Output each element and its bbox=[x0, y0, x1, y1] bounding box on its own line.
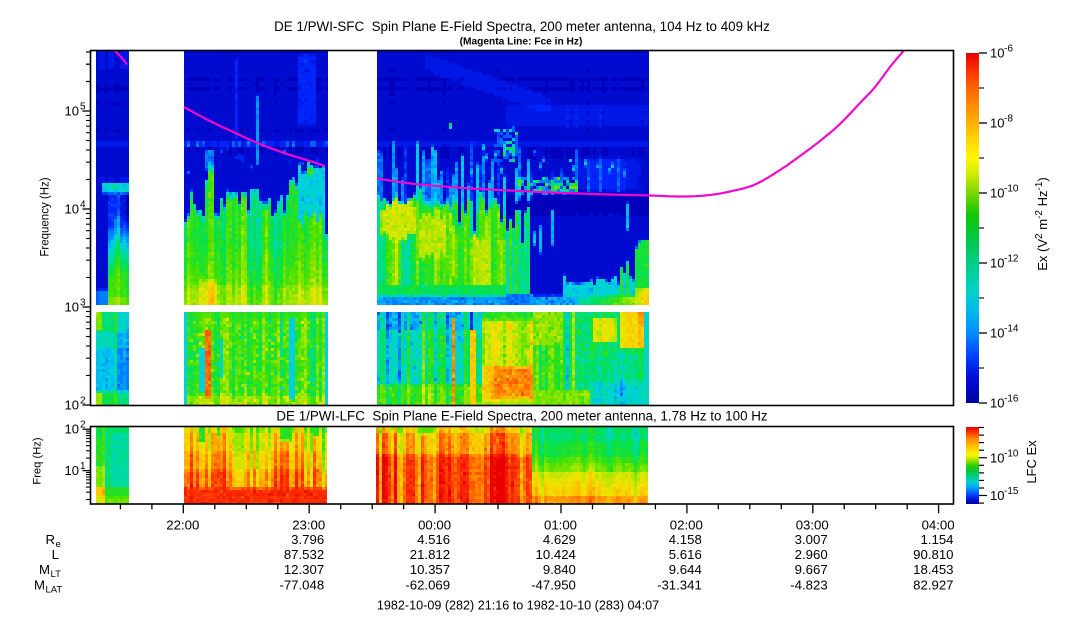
svg-text:10: 10 bbox=[65, 398, 79, 413]
svg-text:-15: -15 bbox=[1004, 486, 1019, 497]
svg-text:M: M bbox=[39, 562, 50, 577]
svg-text:00:00: 00:00 bbox=[418, 517, 451, 532]
svg-text:18.453: 18.453 bbox=[913, 562, 953, 577]
svg-text:9.644: 9.644 bbox=[669, 562, 702, 577]
svg-text:23:00: 23:00 bbox=[292, 517, 325, 532]
svg-text:10: 10 bbox=[65, 463, 79, 478]
svg-text:04:00: 04:00 bbox=[922, 517, 955, 532]
svg-text:10: 10 bbox=[990, 186, 1004, 201]
svg-text:-6: -6 bbox=[1004, 44, 1013, 55]
svg-text:10: 10 bbox=[65, 300, 79, 315]
svg-text:10: 10 bbox=[65, 104, 79, 119]
svg-text:10: 10 bbox=[990, 116, 1004, 131]
svg-text:10.357: 10.357 bbox=[410, 562, 450, 577]
svg-text:2.960: 2.960 bbox=[795, 547, 828, 562]
svg-text:DE 1/PWI-SFC Spin Plane E-Fie: DE 1/PWI-SFC Spin Plane E-Field Spectra,… bbox=[274, 19, 770, 34]
svg-text:-77.048: -77.048 bbox=[279, 578, 324, 593]
svg-text:-62.069: -62.069 bbox=[405, 578, 450, 593]
svg-text:-47.950: -47.950 bbox=[531, 578, 576, 593]
svg-text:3.007: 3.007 bbox=[795, 532, 828, 547]
svg-text:3: 3 bbox=[80, 298, 86, 309]
svg-text:LT: LT bbox=[51, 569, 62, 580]
svg-text:Frequency (Hz): Frequency (Hz) bbox=[40, 177, 52, 256]
svg-text:10: 10 bbox=[990, 488, 1004, 503]
svg-text:LAT: LAT bbox=[46, 585, 63, 596]
svg-text:9.667: 9.667 bbox=[795, 562, 828, 577]
svg-text:1982-10-09 (282) 21:16 to 1982: 1982-10-09 (282) 21:16 to 1982-10-10 (28… bbox=[377, 599, 659, 613]
svg-text:-8: -8 bbox=[1004, 114, 1013, 125]
svg-text:3.796: 3.796 bbox=[291, 532, 324, 547]
svg-text:10: 10 bbox=[990, 46, 1004, 61]
svg-text:03:00: 03:00 bbox=[796, 517, 829, 532]
svg-text:1: 1 bbox=[80, 461, 86, 472]
svg-text:Freq (Hz): Freq (Hz) bbox=[32, 437, 44, 485]
svg-text:M: M bbox=[34, 578, 45, 593]
svg-text:L: L bbox=[52, 547, 59, 562]
svg-text:01:00: 01:00 bbox=[544, 517, 577, 532]
svg-text:e: e bbox=[56, 539, 61, 550]
svg-text:-10: -10 bbox=[1004, 448, 1019, 459]
svg-text:21.812: 21.812 bbox=[410, 547, 450, 562]
svg-text:10: 10 bbox=[990, 396, 1004, 411]
svg-text:22:00: 22:00 bbox=[166, 517, 199, 532]
svg-text:4.158: 4.158 bbox=[669, 532, 702, 547]
svg-text:1.154: 1.154 bbox=[920, 532, 953, 547]
svg-text:LFC Ex: LFC Ex bbox=[1024, 440, 1039, 484]
svg-text:Ex (V2 m-2 Hz-1): Ex (V2 m-2 Hz-1) bbox=[1034, 177, 1050, 270]
svg-text:87.532: 87.532 bbox=[284, 547, 324, 562]
svg-text:-4.823: -4.823 bbox=[790, 578, 827, 593]
svg-text:-31.341: -31.341 bbox=[657, 578, 702, 593]
svg-text:5: 5 bbox=[80, 102, 86, 113]
svg-text:10: 10 bbox=[65, 422, 79, 437]
svg-text:10: 10 bbox=[65, 202, 79, 217]
svg-text:-14: -14 bbox=[1004, 324, 1019, 335]
svg-text:12.307: 12.307 bbox=[284, 562, 324, 577]
svg-text:10: 10 bbox=[990, 450, 1004, 465]
svg-text:4: 4 bbox=[80, 200, 86, 211]
svg-text:4.516: 4.516 bbox=[417, 532, 450, 547]
svg-text:10: 10 bbox=[990, 326, 1004, 341]
svg-text:2: 2 bbox=[80, 396, 86, 407]
svg-text:4.629: 4.629 bbox=[543, 532, 576, 547]
svg-text:DE 1/PWI-LFC Spin Plane E-Fie: DE 1/PWI-LFC Spin Plane E-Field Spectra,… bbox=[276, 409, 768, 424]
svg-text:82.927: 82.927 bbox=[913, 578, 953, 593]
svg-text:10.424: 10.424 bbox=[536, 547, 576, 562]
svg-text:(Magenta Line: Fce in Hz): (Magenta Line: Fce in Hz) bbox=[460, 37, 583, 48]
svg-text:-12: -12 bbox=[1004, 254, 1019, 265]
svg-text:2: 2 bbox=[80, 420, 86, 431]
svg-text:R: R bbox=[45, 532, 55, 547]
svg-text:02:00: 02:00 bbox=[670, 517, 703, 532]
svg-text:-16: -16 bbox=[1004, 394, 1019, 405]
svg-text:9.840: 9.840 bbox=[543, 562, 576, 577]
svg-text:-10: -10 bbox=[1004, 184, 1019, 195]
svg-text:90.810: 90.810 bbox=[913, 547, 953, 562]
svg-text:10: 10 bbox=[990, 256, 1004, 271]
svg-text:5.616: 5.616 bbox=[669, 547, 702, 562]
